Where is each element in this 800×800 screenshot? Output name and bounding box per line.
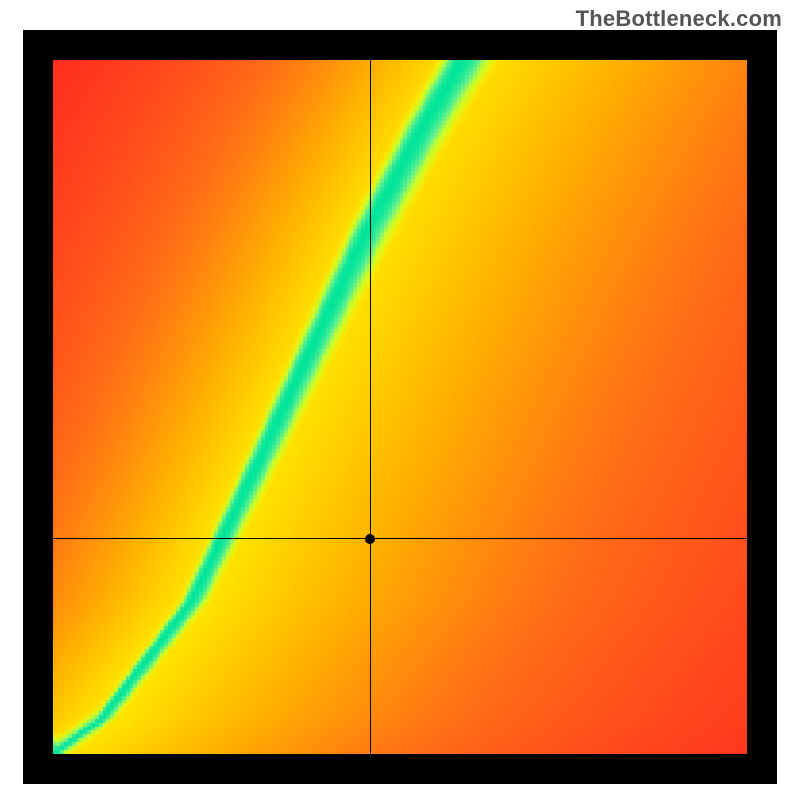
- bottleneck-heatmap: [53, 60, 747, 754]
- watermark-text: TheBottleneck.com: [576, 6, 782, 32]
- crosshair-horizontal: [53, 538, 747, 539]
- chart-outer-frame: [23, 30, 777, 784]
- marker-dot: [364, 533, 376, 545]
- crosshair-vertical: [370, 60, 371, 754]
